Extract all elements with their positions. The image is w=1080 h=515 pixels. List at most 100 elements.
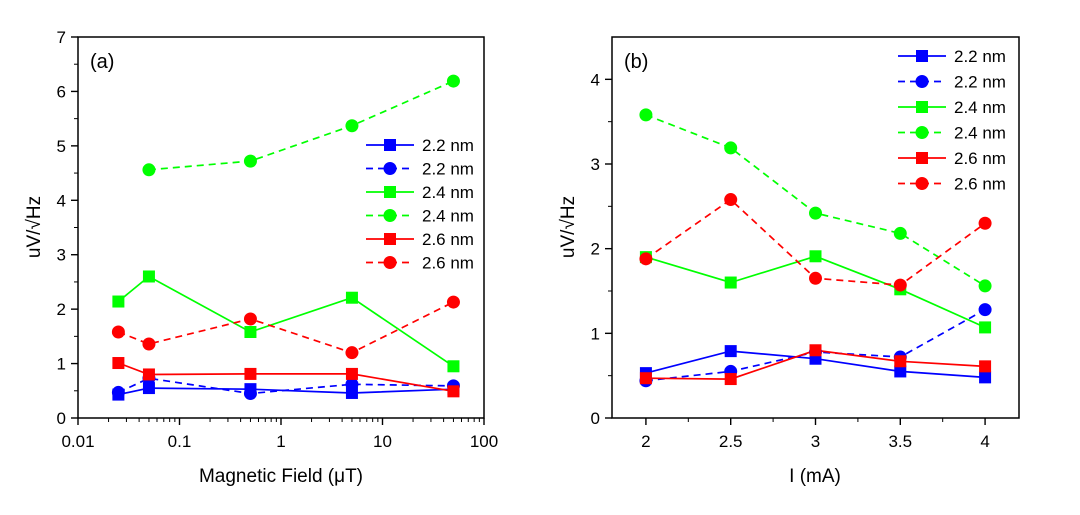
legend-label-a-5: 2.6 nm xyxy=(422,254,474,273)
legend-label-b-0: 2.2 nm xyxy=(954,47,1006,66)
data-point-a-1-3 xyxy=(345,377,359,391)
series-line-a-3 xyxy=(148,80,454,171)
data-point-b-0-4 xyxy=(979,371,992,384)
x-axis-label-b: I (mA) xyxy=(789,466,841,487)
data-point-b-3-3 xyxy=(893,226,907,240)
data-point-a-5-2 xyxy=(243,312,257,326)
legend-label-a-0: 2.2 nm xyxy=(422,136,474,155)
panel-label-b: (b) xyxy=(624,51,648,73)
data-point-b-3-4 xyxy=(978,279,992,293)
legend-marker-a-4 xyxy=(384,233,396,245)
data-point-b-5-3 xyxy=(893,278,907,292)
series-markers-b xyxy=(639,108,992,388)
data-point-a-4-4 xyxy=(447,385,460,398)
plot-frame-a xyxy=(77,36,485,419)
data-point-a-3-1 xyxy=(243,154,257,168)
data-point-b-4-2 xyxy=(809,344,822,357)
y-tick-label-a: 1 xyxy=(57,355,66,374)
legend-a: 2.2 nm 2.2 nm 2.4 nm 2.4 nm 2.6 nm 2.6 nm xyxy=(366,136,474,273)
data-point-b-2-1 xyxy=(724,276,737,289)
series-line-a-4 xyxy=(118,362,454,393)
series-lines-b xyxy=(645,114,986,382)
y-tick-label-a: 6 xyxy=(57,82,66,101)
y-tick-label-a: 7 xyxy=(57,28,66,47)
legend-marker-a-3 xyxy=(383,209,397,222)
data-point-a-2-2 xyxy=(244,326,257,339)
data-point-a-1-2 xyxy=(243,387,257,401)
x-tick-label-a: 0.1 xyxy=(168,432,192,451)
legend-marker-a-5 xyxy=(383,256,397,269)
data-point-a-5-0 xyxy=(111,325,125,339)
y-tick-label-b: 3 xyxy=(591,155,600,174)
data-point-a-5-4 xyxy=(446,295,460,309)
x-tick-label-a: 0.01 xyxy=(61,432,94,451)
series-line-a-5 xyxy=(118,301,454,354)
data-point-a-2-1 xyxy=(142,270,155,283)
data-point-b-0-1 xyxy=(724,345,737,358)
x-tick-label-a: 1 xyxy=(276,432,285,451)
data-point-b-4-1 xyxy=(724,373,737,386)
legend-label-a-1: 2.2 nm xyxy=(422,160,474,179)
legend-label-b-2: 2.4 nm xyxy=(954,98,1006,117)
x-axis-label-a: Magnetic Field (μT) xyxy=(199,466,363,487)
data-point-b-2-4 xyxy=(979,321,992,334)
legend-marker-a-2 xyxy=(384,186,396,198)
data-point-b-5-2 xyxy=(809,271,822,285)
series-lines-a xyxy=(117,80,454,396)
x-tick-label-b: 3 xyxy=(811,432,820,451)
data-point-b-3-2 xyxy=(809,206,822,220)
data-point-a-5-3 xyxy=(345,346,359,360)
y-tick-label-b: 1 xyxy=(591,324,600,343)
legend-marker-b-3 xyxy=(915,126,929,139)
series-line-a-2 xyxy=(117,275,454,368)
legend-marker-b-4 xyxy=(916,152,928,164)
data-point-a-2-0 xyxy=(112,295,125,308)
y-tick-label-a: 0 xyxy=(57,409,66,428)
legend-label-b-3: 2.4 nm xyxy=(954,124,1006,143)
data-point-a-4-3 xyxy=(345,367,358,380)
y-axis-label-a: uV/√Hz xyxy=(24,196,45,258)
data-point-a-4-1 xyxy=(142,368,155,381)
x-tick-label-b: 4 xyxy=(980,432,989,451)
legend-marker-a-1 xyxy=(383,162,397,175)
data-point-a-4-2 xyxy=(244,367,257,380)
legend-label-a-4: 2.6 nm xyxy=(422,230,474,249)
axis-ticks-a: 0.01 0.1 1 10 100 0 1 2 3 4 5 6 7 xyxy=(57,28,499,451)
legend-marker-a-0 xyxy=(384,139,396,151)
data-point-b-3-0 xyxy=(639,108,653,122)
data-point-b-2-2 xyxy=(809,250,822,263)
legend-marker-b-5 xyxy=(915,177,929,190)
legend-label-b-5: 2.6 nm xyxy=(954,175,1006,194)
legend-label-a-3: 2.4 nm xyxy=(422,207,474,226)
data-point-a-4-0 xyxy=(112,357,125,370)
legend-label-b-1: 2.2 nm xyxy=(954,73,1006,92)
legend-label-a-2: 2.4 nm xyxy=(422,183,474,202)
data-point-b-0-3 xyxy=(894,365,907,378)
data-point-a-3-2 xyxy=(345,119,359,133)
data-point-a-3-0 xyxy=(142,163,156,177)
data-point-b-3-1 xyxy=(724,141,738,155)
data-point-a-5-1 xyxy=(142,337,156,351)
data-point-a-0-1 xyxy=(142,382,155,395)
series-markers-a xyxy=(111,74,460,401)
axis-ticks-b: 2 2.5 3 3.5 4 0 1 2 3 4 xyxy=(591,70,990,451)
x-tick-label-b: 3.5 xyxy=(888,432,912,451)
legend-label-b-4: 2.6 nm xyxy=(954,149,1006,168)
y-tick-label-a: 2 xyxy=(57,300,66,319)
legend-b: 2.2 nm 2.2 nm 2.4 nm 2.4 nm 2.6 nm 2.6 nm xyxy=(898,47,1006,194)
y-tick-label-a: 3 xyxy=(57,246,66,265)
y-tick-label-a: 5 xyxy=(57,137,66,156)
legend-marker-b-0 xyxy=(916,50,928,62)
series-line-b-2 xyxy=(645,255,986,329)
y-tick-label-b: 2 xyxy=(591,240,600,259)
data-point-a-2-3 xyxy=(345,291,358,304)
data-point-b-4-3 xyxy=(894,355,907,368)
x-tick-label-b: 2.5 xyxy=(719,432,743,451)
y-tick-label-b: 4 xyxy=(591,70,600,89)
x-tick-label-a: 10 xyxy=(373,432,392,451)
y-axis-label-b: uV/√Hz xyxy=(558,196,579,258)
panel-label-a: (a) xyxy=(90,51,114,73)
chart-panel-a: 0.01 0.1 1 10 100 0 1 2 3 4 5 6 7 2.2 nm 2.2 nm 2.4 nm… xyxy=(24,28,498,487)
